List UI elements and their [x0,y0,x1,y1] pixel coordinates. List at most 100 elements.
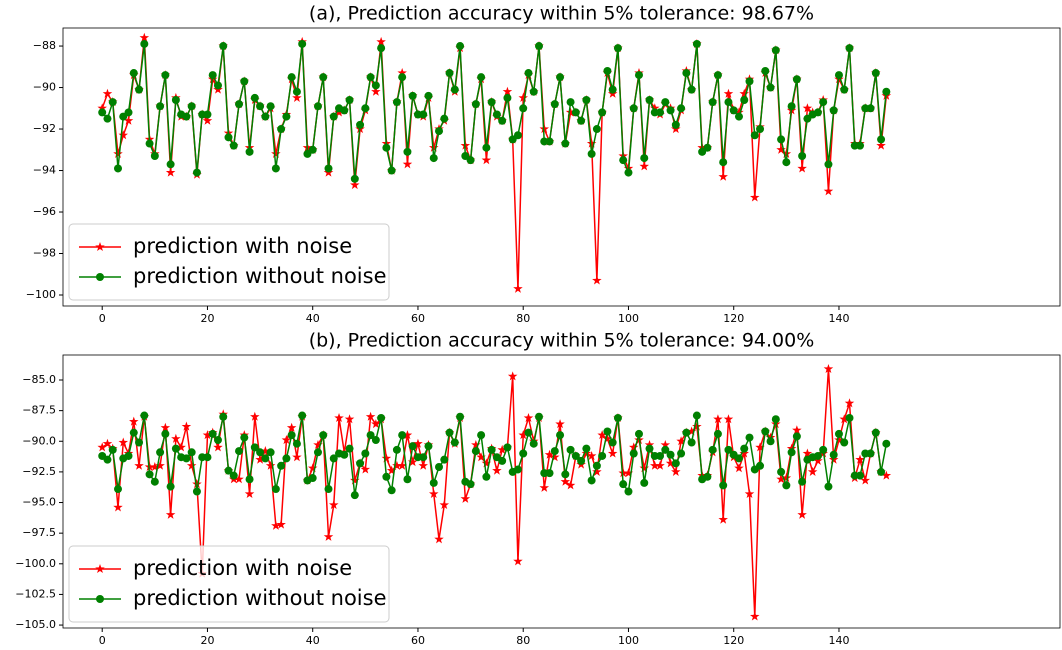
data-point [734,463,744,473]
data-point [577,456,586,465]
data-point [429,154,438,163]
data-point [834,435,844,445]
data-point [340,106,349,115]
data-point [366,431,375,440]
data-point [487,445,496,454]
data-point [724,98,733,107]
data-point [103,455,112,464]
data-point [556,431,565,440]
data-point [792,75,801,84]
data-point [634,429,643,438]
data-point [129,69,138,78]
data-point [113,502,123,512]
data-point [840,438,849,447]
data-point [166,160,175,169]
data-point [186,460,197,470]
data-point [213,442,223,452]
data-point [419,110,428,119]
y-tick-label: −87.5 [22,404,56,417]
data-point [361,449,370,458]
data-point [292,452,302,462]
data-point [392,445,401,454]
data-point [839,414,849,424]
data-point [124,108,133,117]
data-point [718,514,728,524]
data-point [481,458,492,468]
data-point [171,433,181,443]
data-point [187,102,196,111]
data-point [161,429,170,438]
data-point [687,438,696,447]
data-point [845,44,854,53]
data-point [471,439,481,449]
data-point [881,470,892,480]
data-point [113,148,123,158]
data-point [645,444,654,453]
data-point [619,156,628,165]
data-point [129,416,139,426]
data-point [656,451,665,460]
data-point [477,73,486,82]
data-point [202,115,213,125]
data-point [261,112,270,121]
data-point [377,44,386,53]
data-point [619,480,628,489]
data-point [140,411,149,420]
data-point [781,148,792,158]
data-point [245,147,254,156]
data-point [786,443,797,453]
data-point [713,429,722,438]
y-tick-label: −102.5 [15,587,56,600]
data-point [439,499,450,510]
data-point [650,103,660,113]
data-point [871,69,880,78]
plot-frame [62,354,1061,629]
data-point [639,463,650,473]
data-point [723,88,734,98]
data-point [113,485,122,494]
data-point [102,438,113,448]
data-point [398,431,407,440]
data-point [734,107,744,117]
data-point [308,145,317,154]
data-point [571,451,580,460]
data-point [529,439,538,448]
data-point [156,102,165,111]
data-point [829,450,838,459]
data-point [165,509,176,519]
legend-label: prediction with noise [133,234,352,258]
data-point [813,451,822,460]
data-point [356,459,365,468]
data-point [271,485,280,494]
data-point [723,414,734,424]
data-point [877,467,886,476]
data-point [682,428,691,437]
data-point [281,435,292,445]
data-point [765,432,776,442]
data-point [565,480,576,490]
data-point [387,166,396,175]
x-tick-label: 20 [200,312,214,325]
data-point [566,445,575,454]
data-point [766,437,775,446]
data-point [329,499,339,510]
data-point [866,449,875,458]
data-point [408,442,417,451]
data-point [492,110,501,119]
data-point [113,164,122,173]
data-point [466,480,475,489]
data-point [324,164,333,173]
data-point [145,470,154,479]
data-point [860,475,871,485]
data-point [586,450,597,461]
data-point [256,102,265,111]
data-point [644,439,655,449]
data-point [308,474,317,483]
data-point [598,108,607,117]
y-tick-label: −105.0 [15,618,56,631]
data-point [398,73,407,82]
data-point [677,449,686,458]
data-point [139,32,150,42]
data-point [766,83,775,92]
data-point [165,167,176,177]
